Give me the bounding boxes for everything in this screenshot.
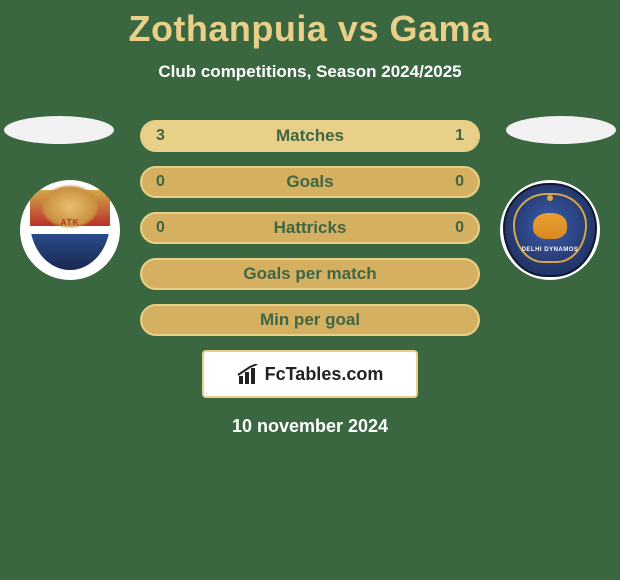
watermark[interactable]: FcTables.com [202,350,418,398]
team-crest-right: DELHI DYNAMOS [503,183,597,277]
stat-bars: 3Matches10Goals00Hattricks0Goals per mat… [140,120,480,336]
stat-label: Min per goal [142,310,478,330]
player-shadow-right [506,116,616,144]
stat-row: 3Matches1 [140,120,480,152]
team-logo-left: ATK [20,180,120,280]
team-shortname-left: ATK [30,218,110,227]
stat-label: Goals [142,172,478,192]
stat-row: Min per goal [140,304,480,336]
stat-label: Goals per match [142,264,478,284]
stat-label: Matches [142,126,478,146]
stat-row: 0Goals0 [140,166,480,198]
stat-value-right: 0 [455,219,464,237]
stat-value-right: 1 [455,127,464,145]
team-crest-left: ATK [30,190,110,270]
stat-row: 0Hattricks0 [140,212,480,244]
chart-bars-icon [237,364,261,384]
watermark-text: FcTables.com [265,364,384,385]
player-shadow-left [4,116,114,144]
team-shortname-right: DELHI DYNAMOS [505,247,595,253]
stat-value-right: 0 [455,173,464,191]
stat-label: Hattricks [142,218,478,238]
subtitle: Club competitions, Season 2024/2025 [0,62,620,82]
comparison-content: ATK DELHI DYNAMOS 3Matches10Goals00Hattr… [0,120,620,437]
team-logo-right: DELHI DYNAMOS [500,180,600,280]
stat-row: Goals per match [140,258,480,290]
crest-mascot-icon [533,213,567,239]
footer-date: 10 november 2024 [0,416,620,437]
page-title: Zothanpuia vs Gama [0,0,620,50]
